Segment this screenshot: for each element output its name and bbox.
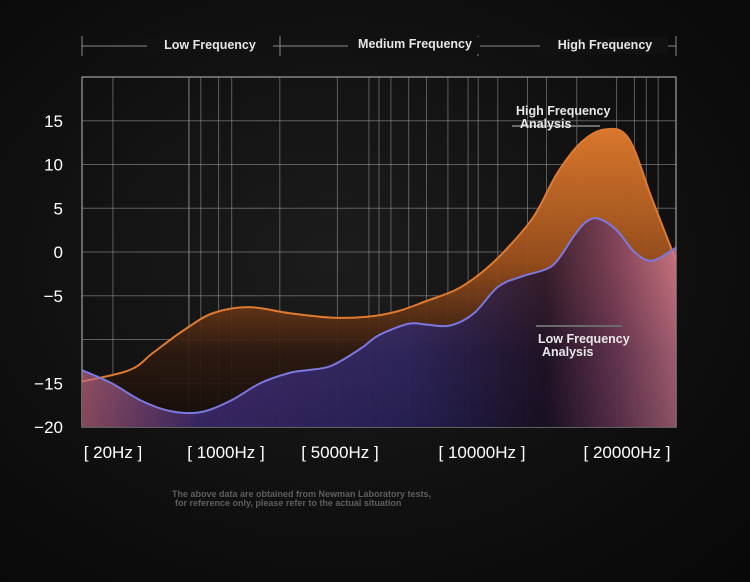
x-tick-label: [ 1000Hz ] [187,443,265,462]
band-label-bg [540,37,668,54]
footnote: The above data are obtained from Newman … [172,489,431,508]
y-axis: 15 10 5 0 −5 −15 −20 [34,112,63,437]
y-tick-label: 15 [44,112,63,131]
annotation-text: High Frequency [516,104,611,118]
frequency-band-header: Low Frequency Medium Frequency High Freq… [81,36,677,56]
annotation-text: Analysis [542,345,593,359]
band-label-low: Low Frequency [164,38,256,52]
annotation-text: Low Frequency [538,332,630,346]
x-tick-label: [ 10000Hz ] [439,443,526,462]
y-tick-label: −15 [34,374,63,393]
series-line [82,217,676,415]
annotation-low: Low Frequency Analysis [536,325,630,359]
annotation-high: High Frequency Analysis [512,104,611,131]
y-tick-label: 0 [54,243,63,262]
y-tick-label: −20 [34,418,63,437]
series-layer [82,127,676,427]
x-tick-label: [ 20Hz ] [84,443,143,462]
footnote-line: The above data are obtained from Newman … [172,489,431,499]
y-tick-label: 10 [44,156,63,175]
band-label-high: High Frequency [558,38,653,52]
annotation-text: Analysis [520,117,571,131]
y-tick-label: −5 [44,287,63,306]
footnote-line: for reference only, please refer to the … [175,498,401,508]
band-label-bg [348,37,480,54]
band-label-bg [147,37,273,54]
x-axis: [ 20Hz ] [ 1000Hz ] [ 5000Hz ] [ 10000Hz… [84,443,671,462]
y-tick-label: 5 [54,199,63,218]
x-tick-label: [ 5000Hz ] [301,443,379,462]
band-label-medium: Medium Frequency [358,37,472,51]
x-tick-label: [ 20000Hz ] [584,443,671,462]
series-line [82,127,676,383]
series-area [82,218,676,427]
